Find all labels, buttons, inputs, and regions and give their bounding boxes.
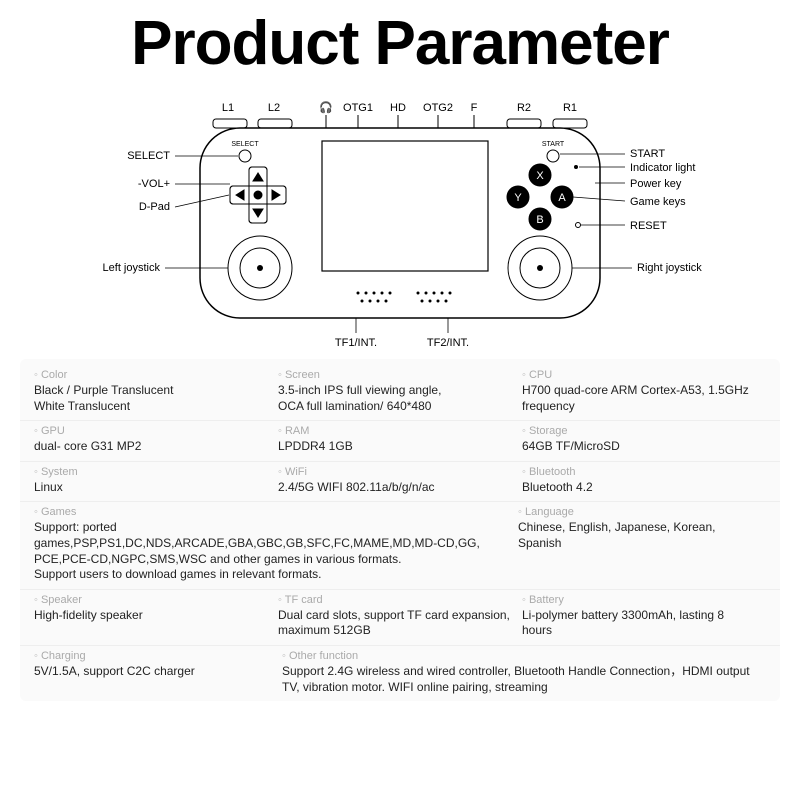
row-3: SystemLinux WiFi2.4/5G WIFI 802.11a/b/g/… xyxy=(20,462,780,503)
svg-text:Right joystick: Right joystick xyxy=(637,262,702,274)
page-title: Product Parameter xyxy=(0,8,800,79)
svg-text:TF2/INT.: TF2/INT. xyxy=(427,337,469,349)
lbl-R1: R1 xyxy=(563,102,577,114)
row-1: ColorBlack / Purple TranslucentWhite Tra… xyxy=(20,365,780,421)
svg-text:START: START xyxy=(630,148,665,160)
lbl-otg1: OTG1 xyxy=(343,102,373,114)
row-4: GamesSupport: ported games,PSP,PS1,DC,ND… xyxy=(20,502,780,589)
lbl-hd: HD xyxy=(390,102,406,114)
lbl-R2: R2 xyxy=(517,102,531,114)
svg-text:SELECT: SELECT xyxy=(231,141,259,148)
svg-text:Indicator light: Indicator light xyxy=(630,162,695,174)
svg-text:-VOL+: -VOL+ xyxy=(138,178,170,190)
lbl-F: F xyxy=(471,102,478,114)
row-5: SpeakerHigh-fidelity speaker TF cardDual… xyxy=(20,590,780,646)
lbl-L1: L1 xyxy=(222,102,234,114)
svg-text:START: START xyxy=(542,141,565,148)
svg-text:RESET: RESET xyxy=(630,220,667,232)
svg-text:Game keys: Game keys xyxy=(630,196,686,208)
svg-text:B: B xyxy=(536,214,543,226)
svg-text:SELECT: SELECT xyxy=(127,150,170,162)
row-6: Charging5V/1.5A, support C2C charger Oth… xyxy=(20,646,780,701)
svg-text:Y: Y xyxy=(514,192,522,204)
svg-text:X: X xyxy=(536,170,544,182)
lbl-hp: 🎧 xyxy=(319,101,333,114)
svg-text:TF1/INT.: TF1/INT. xyxy=(335,337,377,349)
svg-text:D-Pad: D-Pad xyxy=(139,201,170,213)
svg-text:Power key: Power key xyxy=(630,178,682,190)
lbl-L2: L2 xyxy=(268,102,280,114)
device-diagram: L1 L2 🎧 OTG1 HD OTG2 F R2 R1 SELECT STAR… xyxy=(0,83,800,353)
lbl-otg2: OTG2 xyxy=(423,102,453,114)
row-2: GPUdual- core G31 MP2 RAMLPDDR4 1GB Stor… xyxy=(20,421,780,462)
svg-text:Left joystick: Left joystick xyxy=(103,262,161,274)
svg-text:A: A xyxy=(558,192,566,204)
specs-table: ColorBlack / Purple TranslucentWhite Tra… xyxy=(20,359,780,701)
